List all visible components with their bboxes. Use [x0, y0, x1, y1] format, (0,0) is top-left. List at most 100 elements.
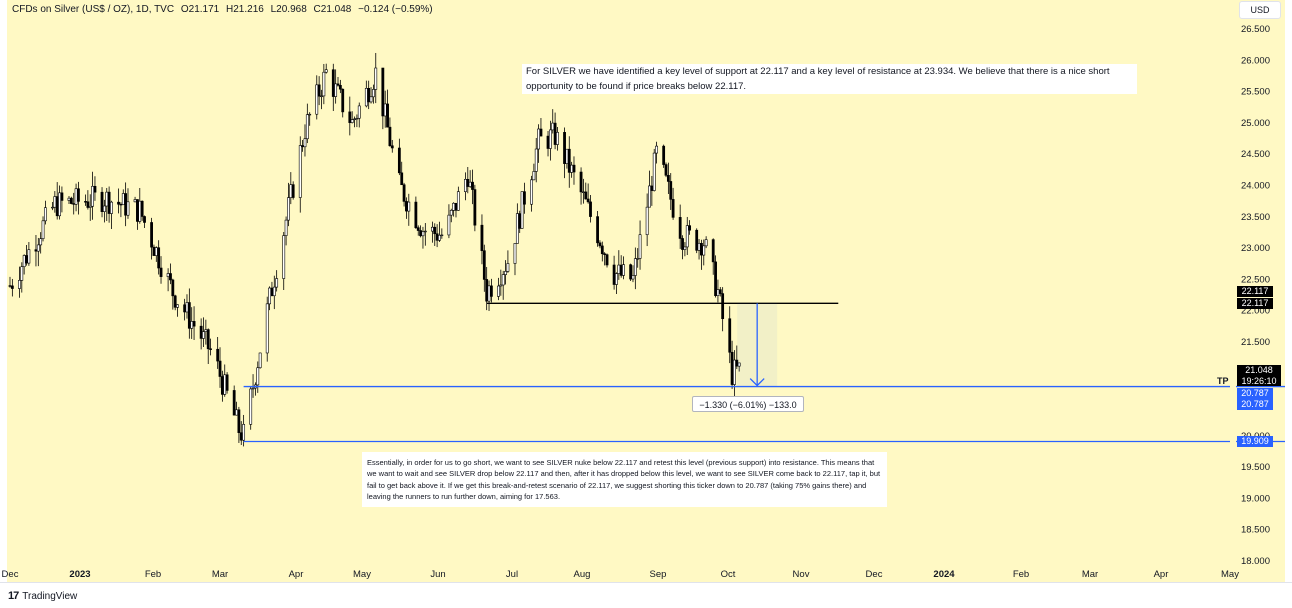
y-tick-label: 22.000 [1241, 306, 1270, 317]
candle-body [520, 191, 524, 229]
candle-body [272, 286, 276, 297]
measure-tool[interactable] [737, 303, 778, 387]
candle-body [18, 280, 21, 289]
x-tick-label: May [1221, 569, 1239, 580]
candle-body [225, 374, 229, 391]
candle-body [249, 388, 253, 425]
candle-body [34, 249, 38, 252]
axis-strip [1285, 0, 1292, 582]
candle-body [58, 192, 61, 217]
currency-button[interactable]: USD [1239, 1, 1281, 19]
candle-body [419, 230, 422, 237]
y-tick-label: 25.000 [1241, 118, 1270, 129]
tradingview-logo-icon[interactable]: 17 [8, 590, 19, 602]
note-top[interactable]: For SILVER we have identified a key leve… [522, 64, 1137, 94]
candle-body [55, 196, 59, 217]
candle-body [187, 302, 191, 329]
candle-body [256, 367, 260, 386]
candle-body [589, 201, 592, 217]
candle-body [700, 242, 703, 256]
candle-body [489, 285, 493, 297]
candle-body [605, 254, 609, 266]
candle-body [350, 119, 354, 123]
symbol-title[interactable]: CFDs on Silver (US$ / OZ), 1D, TVC [12, 4, 175, 15]
candle-body [367, 88, 371, 103]
ohlc-low: L20.968 [270, 4, 307, 15]
y-tick-label: 26.500 [1241, 24, 1270, 35]
y-tick-label: 18.000 [1241, 556, 1270, 567]
ohlc-close: C21.048 [313, 4, 352, 15]
candle-body [636, 258, 640, 260]
candle-body [497, 285, 500, 297]
candle-body [471, 181, 474, 190]
candle-body [671, 199, 675, 218]
candle-body [202, 331, 205, 339]
candle-body [251, 387, 255, 390]
ohlc-high: H21.216 [226, 4, 264, 15]
x-tick-label: 2023 [69, 569, 90, 580]
x-axis[interactable]: Dec 2023 Feb Mar Apr May Jun Jul Aug Sep Oct Nov Dec… [0, 569, 1292, 583]
candle-body [237, 409, 241, 433]
y-tick-label: 26.000 [1241, 55, 1270, 66]
candle-body [423, 230, 427, 233]
candle-body [421, 231, 425, 237]
footer-brand[interactable]: TradingView [22, 590, 78, 602]
candle-body [633, 258, 637, 276]
candle-body [704, 239, 708, 247]
candle-body [20, 266, 24, 281]
y-tick-label: 25.500 [1241, 87, 1270, 98]
candle-body [730, 351, 734, 385]
candle-body [372, 89, 375, 98]
candle-series [8, 52, 741, 447]
candle-body [275, 278, 279, 288]
candle-body [714, 261, 717, 296]
y-axis[interactable]: 26.500 26.000 25.500 25.000 24.500 24.000 23.5… [1241, 0, 1292, 582]
candle-body [84, 201, 87, 203]
candle-body [86, 201, 90, 208]
y-tick-label: 19.000 [1241, 493, 1270, 504]
candle-body [199, 325, 203, 339]
candle-body [629, 264, 633, 280]
candle-body [582, 191, 585, 194]
candle-body [737, 362, 741, 367]
candle-body [72, 203, 76, 205]
candle-body [206, 329, 210, 350]
candle-body [397, 147, 401, 174]
candle-body [27, 249, 31, 264]
candle-body [282, 235, 286, 279]
candle-body [546, 135, 550, 149]
x-tick-label: May [353, 569, 371, 580]
candle-body [697, 242, 701, 251]
note-bottom[interactable]: Essentially, in order for us to go short… [362, 452, 887, 507]
candle-body [388, 126, 392, 147]
candle-body [402, 184, 406, 202]
candle-body [218, 360, 222, 377]
candle-body [681, 238, 684, 250]
candle-body [447, 214, 451, 236]
candle-body [88, 205, 92, 208]
candle-body [480, 224, 484, 252]
candle-body [338, 85, 342, 90]
candle-body [183, 304, 187, 313]
candle-body [336, 83, 340, 86]
candle-body [242, 424, 246, 441]
candle-body [534, 148, 538, 172]
candle-body [305, 114, 309, 140]
candle-body [154, 247, 158, 256]
candle-body [381, 67, 385, 117]
candle-body [169, 273, 172, 281]
candle-body [619, 264, 623, 276]
candle-body [407, 201, 411, 212]
candle-body [390, 145, 394, 149]
price-label-last: 21.048 [1237, 365, 1281, 376]
candle-body [464, 178, 467, 192]
candle-body [515, 213, 519, 244]
ohlc-change: −0.124 (−0.59%) [358, 4, 433, 15]
candle-body [102, 205, 106, 212]
candle-body [298, 145, 302, 198]
price-label-support-b: 22.117 [1237, 298, 1273, 309]
y-tick-label: 18.500 [1241, 525, 1270, 536]
candle-body [216, 348, 220, 362]
candle-body [579, 171, 583, 193]
candle-body [173, 295, 177, 308]
